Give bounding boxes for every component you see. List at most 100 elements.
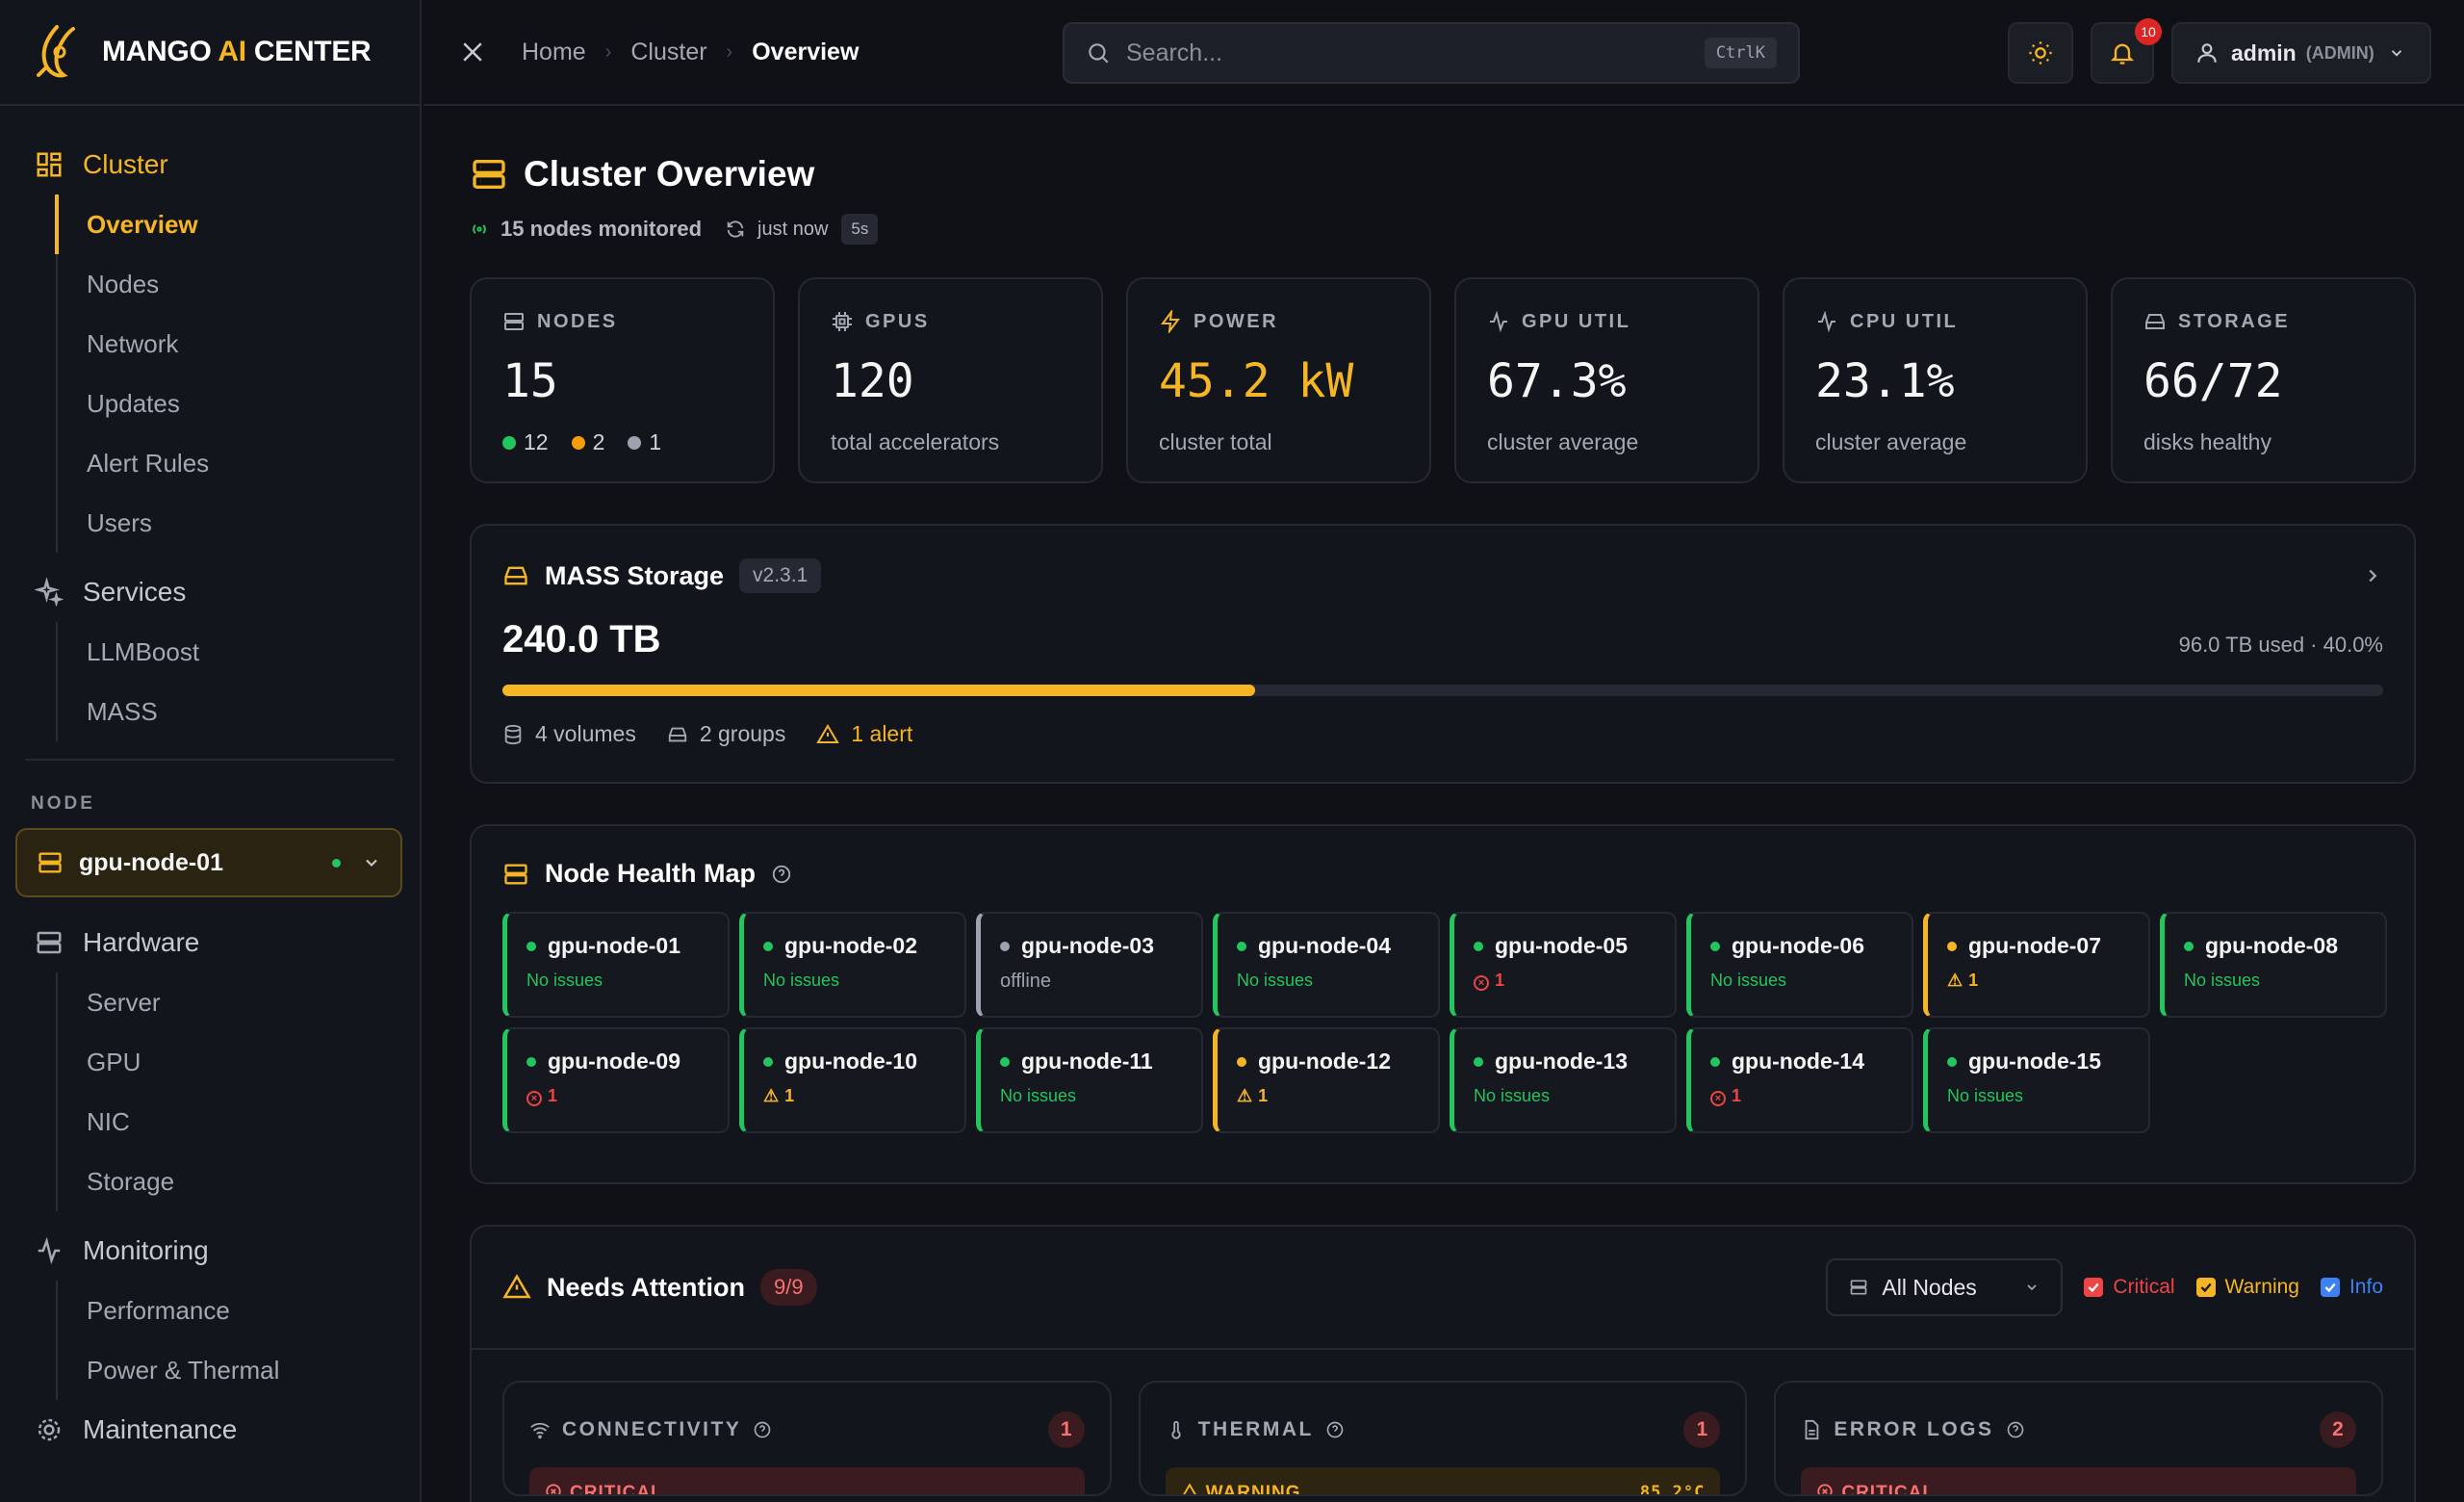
node-issue-text: 1	[784, 1086, 795, 1105]
stat-card-nodes[interactable]: NODES 15 12 2 1	[470, 277, 775, 483]
sidebar-item-mass[interactable]: MASS	[87, 696, 158, 726]
sidebar-item-updates[interactable]: Updates	[87, 388, 180, 418]
server-icon	[504, 313, 524, 330]
stat-value: 66/72	[2143, 354, 2283, 408]
node-name: gpu-node-11	[1021, 1049, 1153, 1074]
stat-card-gpus[interactable]: GPUS 120 total accelerators	[798, 277, 1103, 483]
node-tile[interactable]: gpu-node-07 ⚠ 1	[1923, 912, 2150, 1018]
node-tile[interactable]: gpu-node-05 × 1	[1450, 912, 1677, 1018]
sidebar-section-cluster[interactable]: Cluster	[0, 135, 420, 194]
help-icon[interactable]	[1325, 1420, 1345, 1439]
stat-label: STORAGE	[2178, 310, 2291, 332]
node-tile[interactable]: gpu-node-04 No issues	[1213, 912, 1440, 1018]
column-count: 2	[2320, 1411, 2357, 1448]
node-tile[interactable]: gpu-node-02 No issues	[739, 912, 966, 1018]
brand-logo[interactable]: MANGO AI CENTER	[0, 0, 420, 106]
node-tile[interactable]: gpu-node-15 No issues	[1923, 1027, 2150, 1133]
alert-item[interactable]: CRITICAL	[1801, 1467, 2357, 1494]
health-map-title: Node Health Map	[545, 859, 757, 888]
help-icon[interactable]	[771, 864, 792, 885]
sidebar-item-overview[interactable]: Overview	[55, 194, 420, 254]
node-tile[interactable]: gpu-node-10 ⚠ 1	[739, 1027, 966, 1133]
page-header: Cluster Overview	[470, 154, 2416, 194]
storage-groups: 2 groups	[699, 721, 786, 746]
sidebar-item-performance[interactable]: Performance	[87, 1295, 230, 1325]
info-checkbox[interactable]: Info	[2320, 1276, 2383, 1299]
sidebar-item-server[interactable]: Server	[87, 987, 161, 1017]
theme-toggle-button[interactable]	[2008, 22, 2073, 84]
refresh-interval[interactable]: 5s	[841, 214, 879, 245]
sidebar-section-hardware[interactable]: Hardware	[0, 913, 420, 972]
sidebar-item-storage[interactable]: Storage	[87, 1166, 175, 1196]
stat-card-gpu-util[interactable]: GPU UTIL 67.3% cluster average	[1454, 277, 1759, 483]
alert-item[interactable]: CRITICAL	[529, 1467, 1085, 1494]
sidebar-item-power-thermal[interactable]: Power & Thermal	[87, 1355, 280, 1385]
stat-card-storage[interactable]: STORAGE 66/72 disks healthy	[2111, 277, 2416, 483]
storage-progress-bar	[502, 685, 2383, 696]
node-tile-status: × 1	[526, 1086, 728, 1106]
node-tile[interactable]: gpu-node-08 No issues	[2160, 912, 2387, 1018]
stat-value: 45.2 kW	[1159, 354, 1354, 408]
alert-item[interactable]: WARNING 85.2°C	[1165, 1467, 1721, 1494]
user-menu-button[interactable]: admin (ADMIN)	[2171, 22, 2431, 84]
close-icon[interactable]	[458, 38, 487, 66]
attention-columns: CONNECTIVITY 1 CRITICAL THERMAL 1	[472, 1350, 2414, 1496]
help-icon[interactable]	[2006, 1420, 2025, 1439]
node-tile[interactable]: gpu-node-11 No issues	[976, 1027, 1203, 1133]
warning-checkbox[interactable]: Warning	[2195, 1276, 2299, 1299]
thermal-column: THERMAL 1 WARNING 85.2°C	[1138, 1381, 1748, 1496]
storage-alerts[interactable]: 1 alert	[851, 721, 913, 746]
node-selector[interactable]: gpu-node-01	[15, 828, 402, 897]
x-circle-icon: ×	[526, 1091, 542, 1106]
sidebar-section-maintenance[interactable]: Maintenance	[0, 1400, 420, 1460]
storage-used: 96.0 TB used · 40.0%	[2178, 632, 2383, 657]
node-tile-name: gpu-node-05	[1474, 933, 1675, 959]
sidebar-item-llmboost[interactable]: LLMBoost	[87, 636, 200, 666]
node-status-dot	[1947, 941, 1957, 951]
stat-card-cpu-util[interactable]: CPU UTIL 23.1% cluster average	[1783, 277, 2088, 483]
notifications-button[interactable]: 10	[2091, 18, 2162, 84]
node-name: gpu-node-10	[784, 1049, 917, 1074]
mass-storage-card[interactable]: MASS Storage v2.3.1 240.0 TB 96.0 TB use…	[470, 524, 2416, 784]
node-health-map: Node Health Map gpu-node-01 No issues gpu-…	[470, 824, 2416, 1184]
node-tile[interactable]: gpu-node-01 No issues	[502, 912, 730, 1018]
search-input[interactable]: Search... CtrlK	[1063, 22, 1800, 84]
node-status-dot	[1474, 1056, 1483, 1067]
chevron-right-icon[interactable]	[2362, 565, 2383, 586]
stat-card-power[interactable]: POWER 45.2 kW cluster total	[1126, 277, 1431, 483]
sidebar-item-nodes[interactable]: Nodes	[87, 269, 160, 298]
sidebar-item-nic[interactable]: NIC	[87, 1106, 130, 1136]
mango-logo-icon	[37, 25, 75, 78]
node-tile[interactable]: gpu-node-03 offline	[976, 912, 1203, 1018]
error-logs-column: ERROR LOGS 2 CRITICAL	[1774, 1381, 2384, 1496]
node-tile[interactable]: gpu-node-09 × 1	[502, 1027, 730, 1133]
chip-icon	[833, 312, 852, 331]
cluster-submenu: Overview Nodes Network Updates Alert Rul…	[55, 194, 420, 553]
node-name: gpu-node-02	[784, 933, 917, 958]
sidebar-item-gpu[interactable]: GPU	[87, 1047, 141, 1076]
server-icon	[473, 160, 505, 189]
sidebar-item-alert-rules[interactable]: Alert Rules	[87, 448, 210, 478]
node-tile[interactable]: gpu-node-12 ⚠ 1	[1213, 1027, 1440, 1133]
node-filter-select[interactable]: All Nodes	[1826, 1258, 2064, 1316]
refresh-icon[interactable]	[725, 219, 746, 240]
server-icon	[38, 852, 62, 873]
node-tile[interactable]: gpu-node-13 No issues	[1450, 1027, 1677, 1133]
sidebar-item-network[interactable]: Network	[87, 328, 179, 358]
help-icon[interactable]	[753, 1420, 772, 1439]
critical-checkbox[interactable]: Critical	[2084, 1276, 2175, 1299]
sidebar-item-users[interactable]: Users	[87, 507, 152, 537]
node-tile-status: No issues	[763, 971, 964, 991]
breadcrumb-home[interactable]: Home	[522, 38, 586, 65]
node-name: gpu-node-13	[1495, 1049, 1628, 1074]
sidebar-section-services[interactable]: Services	[0, 562, 420, 622]
breadcrumb-cluster[interactable]: Cluster	[630, 38, 707, 65]
node-name: gpu-node-03	[1021, 933, 1154, 958]
chevron-down-icon	[2391, 50, 2401, 57]
node-tile[interactable]: gpu-node-06 No issues	[1686, 912, 1913, 1018]
sidebar-section-monitoring[interactable]: Monitoring	[0, 1221, 420, 1281]
node-issue-text: No issues	[1474, 1086, 1551, 1105]
node-issue-text: 1	[1495, 971, 1505, 990]
node-issue-text: 1	[1968, 971, 1979, 990]
node-tile[interactable]: gpu-node-14 × 1	[1686, 1027, 1913, 1133]
